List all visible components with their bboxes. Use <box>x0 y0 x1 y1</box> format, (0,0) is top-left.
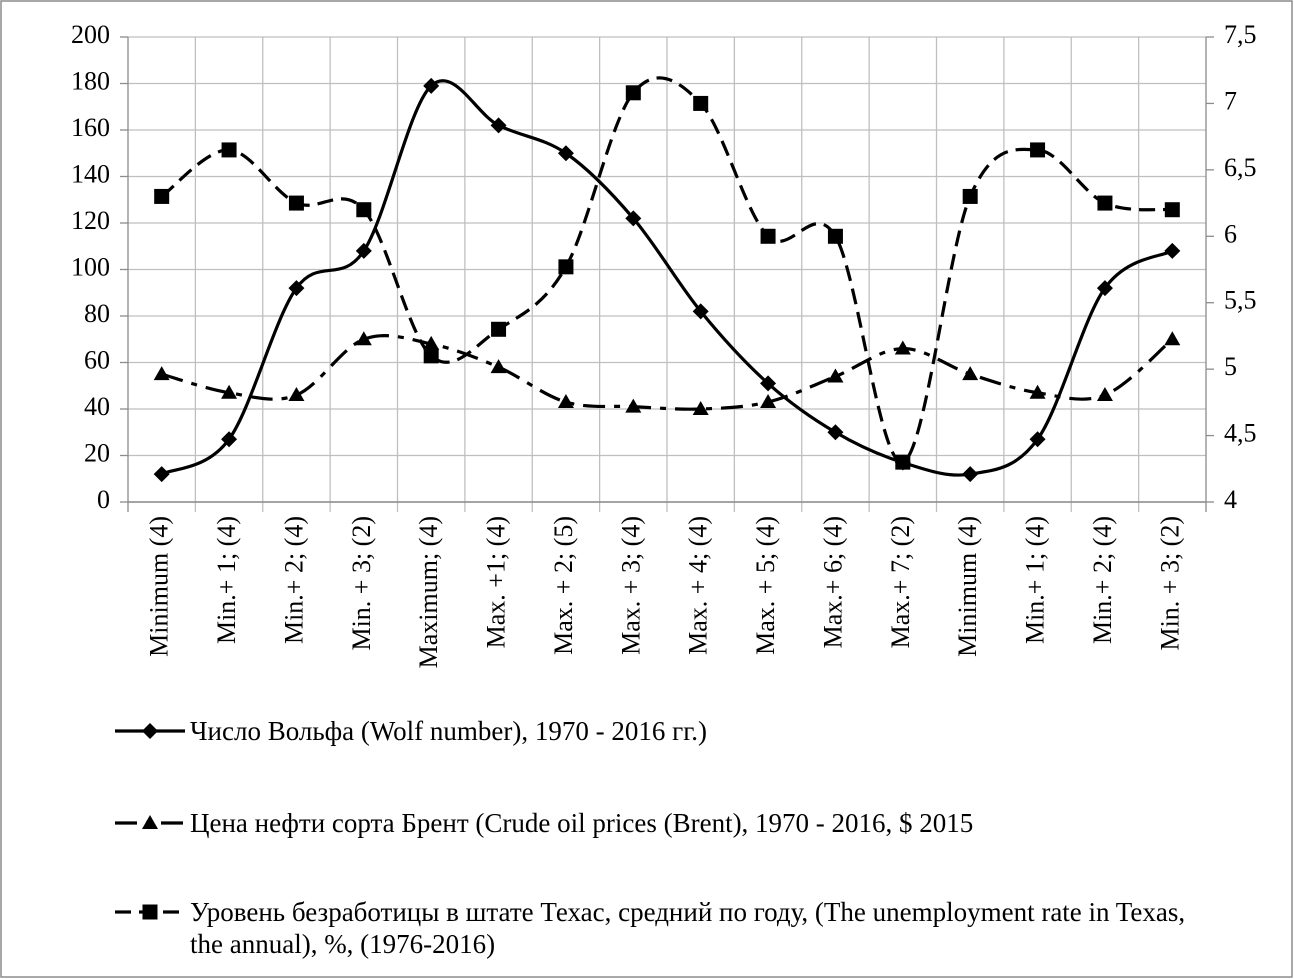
x-tick-label: Min.+ 2; (4) <box>279 516 308 644</box>
legend-label: Уровень безработицы в штате Техас, средн… <box>190 897 1186 959</box>
y-tick-label: 40 <box>84 392 110 421</box>
data-point <box>625 398 642 413</box>
data-point <box>557 394 574 409</box>
x-tick-label: Min.+ 1; (4) <box>1021 516 1050 644</box>
y-tick-label: 200 <box>71 20 110 49</box>
y-tick-label: 80 <box>84 299 110 328</box>
data-point <box>1164 202 1180 218</box>
data-point <box>625 85 641 101</box>
data-point <box>1096 280 1113 297</box>
legend-swatch-marker <box>142 904 158 920</box>
x-tick-label: Minimum (4) <box>145 516 174 657</box>
x-tick-label: Maximum; (4) <box>414 516 443 668</box>
data-point <box>221 431 238 448</box>
y-tick-label: 20 <box>84 438 110 467</box>
y-tick-label: 160 <box>71 113 110 142</box>
data-point <box>1164 331 1181 346</box>
data-point <box>154 188 170 204</box>
data-point <box>1096 387 1113 402</box>
data-point <box>557 145 574 162</box>
y2-tick-label: 5 <box>1224 352 1237 381</box>
legend-label: Число Вольфа (Wolf number), 1970 - 2016 … <box>190 716 707 746</box>
data-point <box>692 303 709 320</box>
data-point <box>760 394 777 409</box>
data-point <box>760 228 776 244</box>
legend-label: Цена нефти сорта Брент (Crude oil prices… <box>190 808 974 838</box>
data-point <box>1030 142 1046 158</box>
x-tick-label: Min. + 3; (2) <box>1155 516 1184 651</box>
y-tick-label: 100 <box>71 252 110 281</box>
legend-swatch-marker <box>142 723 158 739</box>
x-tick-label: Max. + 4; (4) <box>684 516 713 655</box>
y-tick-label: 60 <box>84 345 110 374</box>
series-line <box>160 79 1174 477</box>
data-point <box>288 280 305 297</box>
data-point <box>355 331 372 346</box>
y-tick-label: 140 <box>71 159 110 188</box>
data-point <box>221 142 237 158</box>
data-point <box>355 242 372 259</box>
y2-tick-label: 7 <box>1224 86 1237 115</box>
y2-tick-label: 4 <box>1224 485 1237 514</box>
y-tick-label: 120 <box>71 206 110 235</box>
x-tick-label: Max.+ 7; (2) <box>886 516 915 648</box>
data-point <box>153 466 170 483</box>
data-point <box>1164 242 1181 259</box>
data-point <box>288 387 305 402</box>
x-tick-label: Max.+ 6; (4) <box>818 516 847 648</box>
x-tick-label: Min.+ 1; (4) <box>212 516 241 644</box>
data-point <box>1029 431 1046 448</box>
data-point <box>962 366 979 381</box>
y-tick-label: 0 <box>97 485 110 514</box>
data-point <box>827 228 843 244</box>
data-point <box>625 210 642 227</box>
data-point <box>760 375 777 392</box>
data-point <box>153 366 170 381</box>
data-point <box>423 335 440 350</box>
data-point <box>894 340 911 355</box>
data-point <box>490 359 507 374</box>
data-point <box>692 401 709 415</box>
y2-tick-label: 4,5 <box>1224 419 1257 448</box>
x-tick-label: Max. + 2; (5) <box>549 516 578 655</box>
data-point <box>221 384 238 399</box>
x-tick-label: Max. + 5; (4) <box>751 516 780 655</box>
data-point <box>827 424 844 441</box>
y2-tick-label: 6 <box>1224 219 1237 248</box>
y2-tick-label: 7,5 <box>1224 20 1257 49</box>
y-tick-label: 180 <box>71 66 110 95</box>
data-point <box>491 321 507 337</box>
legend-swatch-marker <box>142 815 158 829</box>
data-point <box>490 117 507 134</box>
x-tick-label: Max. +1; (4) <box>482 516 511 648</box>
data-point <box>1029 384 1046 399</box>
data-point <box>1097 195 1113 211</box>
data-point <box>693 95 709 111</box>
data-point <box>962 188 978 204</box>
data-point <box>558 259 574 275</box>
x-tick-label: Minimum (4) <box>953 516 982 657</box>
data-point <box>895 454 911 470</box>
y2-tick-label: 6,5 <box>1224 153 1257 182</box>
data-point <box>827 368 844 383</box>
data-point <box>962 466 979 483</box>
x-tick-label: Min. + 3; (2) <box>347 516 376 651</box>
data-point <box>356 202 372 218</box>
data-point <box>288 195 304 211</box>
data-point <box>423 77 440 94</box>
y2-tick-label: 5,5 <box>1224 286 1257 315</box>
x-tick-label: Min.+ 2; (4) <box>1088 516 1117 644</box>
x-tick-label: Max. + 3; (4) <box>616 516 645 655</box>
data-point <box>423 348 439 364</box>
